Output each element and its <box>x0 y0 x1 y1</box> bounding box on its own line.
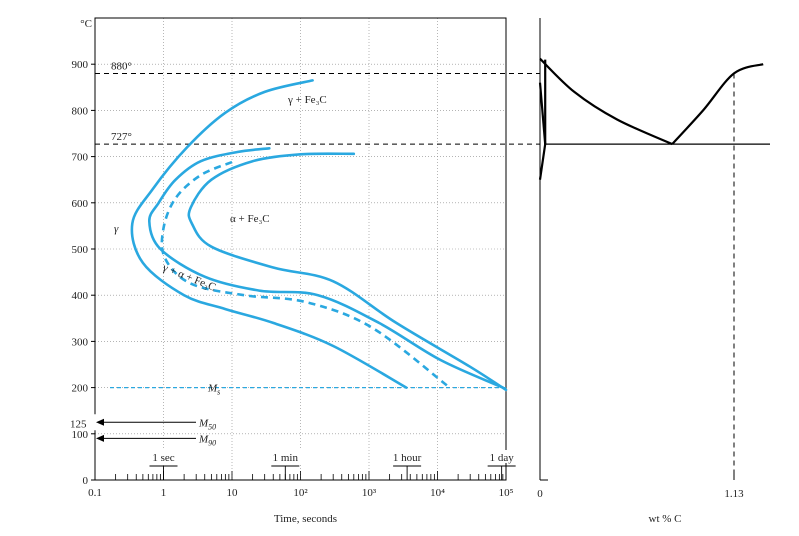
time-marker-label: 1 sec <box>152 452 174 464</box>
reference-label: 880° <box>111 60 132 72</box>
time-marker-bg <box>484 450 519 463</box>
x-tick-label: 10³ <box>362 487 377 499</box>
time-marker-bg <box>390 450 425 463</box>
region-label: γ + Fe₃C <box>287 94 327 106</box>
x-tick-label: 10 <box>227 487 239 499</box>
time-marker-label: 1 hour <box>393 452 422 464</box>
highlight-value: 125 <box>70 418 87 430</box>
reference-label: 727° <box>111 131 132 143</box>
x-tick-label: 1 <box>161 487 167 499</box>
martensite-subscript: 50 <box>208 422 216 431</box>
transformation-curve-dashed <box>160 160 451 389</box>
martensite-subscript: 90 <box>208 438 216 447</box>
y-tick-label: 400 <box>72 290 89 302</box>
time-marker-label: 1 min <box>273 452 299 464</box>
y-tick-label: 600 <box>72 198 89 210</box>
highlight-box <box>70 414 96 431</box>
y-tick-label: 100 <box>72 429 89 441</box>
x-tick-label: 10⁵ <box>499 487 514 499</box>
martensite-label: M50 <box>198 417 216 431</box>
transformation-curve <box>148 147 505 389</box>
transformation-curve <box>130 79 408 389</box>
phase-boundary <box>671 63 764 145</box>
ms-label: Ms <box>207 383 220 397</box>
x-axis-label: Time, seconds <box>274 513 337 525</box>
x-tick-label: 0.1 <box>88 487 102 499</box>
y-tick-label: 900 <box>72 59 89 71</box>
arrow-head <box>96 434 104 442</box>
phase-boundary <box>539 57 673 146</box>
arrow-head <box>96 418 104 426</box>
x-axis-label: wt % C <box>649 513 682 525</box>
region-label: γ <box>114 223 119 235</box>
time-marker-bg <box>146 450 181 463</box>
phase-boundary <box>538 82 547 145</box>
phase-diagram: 0 1.13 wt % C <box>537 18 770 525</box>
martensite-label: M90 <box>198 433 216 447</box>
x-tick-label: 0 <box>537 488 543 500</box>
time-marker-bg <box>268 450 303 463</box>
ms-subscript: s <box>217 388 220 397</box>
time-marker-label: 1 day <box>490 452 515 464</box>
y-tick-label: 200 <box>72 383 89 395</box>
x-tick-label: 1.13 <box>724 488 744 500</box>
y-tick-label: 700 <box>72 152 89 164</box>
y-axis-label: °C <box>80 18 92 30</box>
region-label: α + Fe₃C <box>230 213 270 225</box>
x-tick-label: 10⁴ <box>430 487 445 499</box>
x-tick-label: 10² <box>293 487 308 499</box>
y-tick-label: 0 <box>83 475 89 487</box>
y-tick-label: 800 <box>72 105 89 117</box>
y-tick-label: 300 <box>72 336 89 348</box>
transformation-curve <box>187 152 508 392</box>
y-tick-label: 500 <box>72 244 89 256</box>
